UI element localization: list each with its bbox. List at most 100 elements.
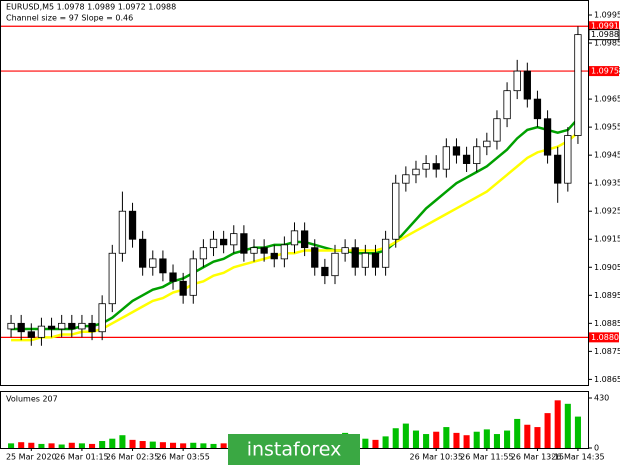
y-tick-label: 1.0905 (594, 263, 620, 272)
volume-bar (169, 442, 177, 448)
y-tick-label: 1.0915 (594, 235, 620, 244)
volume-bar (180, 443, 187, 448)
volume-bar (524, 424, 531, 448)
volume-bar (8, 443, 15, 448)
candle-body (179, 280, 187, 296)
volume-bar (99, 441, 106, 448)
y-tick-label: 1.0885 (594, 319, 620, 328)
volume-bar (443, 427, 450, 448)
candle-body (58, 322, 66, 330)
volume-bar (382, 436, 389, 448)
volume-tick-label: 0 (594, 444, 599, 453)
volume-bar (78, 443, 85, 448)
level-label: 1.0991 (591, 22, 619, 31)
volume-bar (190, 442, 197, 448)
candle-body (290, 230, 299, 246)
volume-bar (48, 443, 55, 448)
volume-bar (68, 442, 75, 448)
candle-body (17, 322, 25, 333)
candle-body (483, 140, 491, 148)
candle-body (47, 325, 56, 330)
x-tick-label: 26 Mar 03:55 (156, 453, 209, 462)
candle-body (452, 146, 461, 156)
candle-body (189, 258, 197, 296)
volume-bar (210, 443, 217, 448)
candle-body (220, 238, 228, 246)
candle-body (7, 322, 15, 330)
watermark: instaforex (247, 439, 342, 461)
candle-body (68, 322, 76, 330)
main-panel (0, 0, 589, 386)
chart-subtitle: Channel size = 97 Slope = 0.46 (6, 14, 133, 23)
candle-body (341, 247, 349, 254)
volume-bar (38, 443, 45, 448)
volume-bar (423, 434, 430, 448)
volume-bar (139, 441, 146, 448)
candle-body (513, 70, 521, 92)
volume-bar (483, 429, 490, 448)
volume-bar (159, 442, 166, 448)
price-marker-box (588, 29, 620, 41)
volume-bar (129, 439, 136, 448)
candle-body (78, 322, 86, 330)
volume-bar (89, 443, 96, 448)
y-tick-label: 1.0965 (594, 95, 620, 104)
candle-body (331, 252, 339, 277)
volume-bar (554, 400, 561, 448)
candle-body (523, 70, 531, 100)
x-tick-label: 26 Mar 01:15 (55, 453, 108, 462)
candle-body (169, 272, 177, 282)
candle-body (462, 154, 471, 164)
volume-bar (220, 443, 227, 448)
x-tick-label: 26 Mar 10:35 (410, 453, 463, 462)
volume-bar (453, 432, 460, 448)
watermark-box (228, 434, 360, 465)
y-tick-label: 1.0875 (594, 347, 620, 356)
candle-body (371, 252, 380, 268)
volume-bar (58, 444, 65, 448)
candle-body (412, 168, 420, 176)
x-tick-label: 26 Mar 13:15 (511, 453, 564, 462)
candle-body (230, 233, 238, 246)
x-tick-label: 25 Mar 2020 (6, 453, 57, 462)
volume-bar (544, 413, 551, 448)
volume-bar (402, 423, 409, 448)
candle-body (149, 258, 157, 268)
level-label: 1.0880 (591, 333, 619, 342)
candle-body (361, 252, 369, 268)
x-tick-label: 26 Mar 11:55 (460, 453, 513, 462)
volume-bar (574, 416, 581, 448)
candle-body (402, 174, 410, 184)
y-tick-label: 1.0995 (594, 11, 620, 20)
candle-body (554, 154, 562, 184)
candle-body (209, 238, 218, 249)
volume-bar (534, 427, 541, 448)
candle-body (240, 233, 248, 254)
candle-body (422, 163, 430, 170)
candle-body (381, 238, 390, 268)
y-tick-label: 1.0925 (594, 207, 620, 216)
y-tick-label: 1.0955 (594, 123, 620, 132)
candle-body (118, 210, 127, 254)
candle-body (503, 90, 511, 120)
candle-body (270, 252, 278, 260)
candle-body (27, 331, 35, 338)
candle-body (199, 247, 208, 260)
candle-body (564, 135, 572, 184)
y-tick-label: 1.0865 (594, 375, 620, 384)
candle-body (442, 146, 450, 170)
candle-body (392, 182, 400, 240)
candle-body (533, 98, 542, 120)
candle-body (260, 247, 268, 254)
candle-body (473, 146, 481, 164)
level-label: 1.0975 (591, 67, 619, 76)
volume-bar (504, 430, 511, 448)
volume-bar (18, 442, 25, 448)
level-box (589, 332, 619, 343)
candle-body (321, 266, 329, 277)
x-tick-label: 26 Mar 02:35 (106, 453, 159, 462)
level-box (589, 66, 619, 77)
volume-label: Volumes 207 (6, 395, 58, 404)
chart-title: EURUSD,M5 1.0978 1.0989 1.0972 1.0988 (6, 3, 176, 12)
